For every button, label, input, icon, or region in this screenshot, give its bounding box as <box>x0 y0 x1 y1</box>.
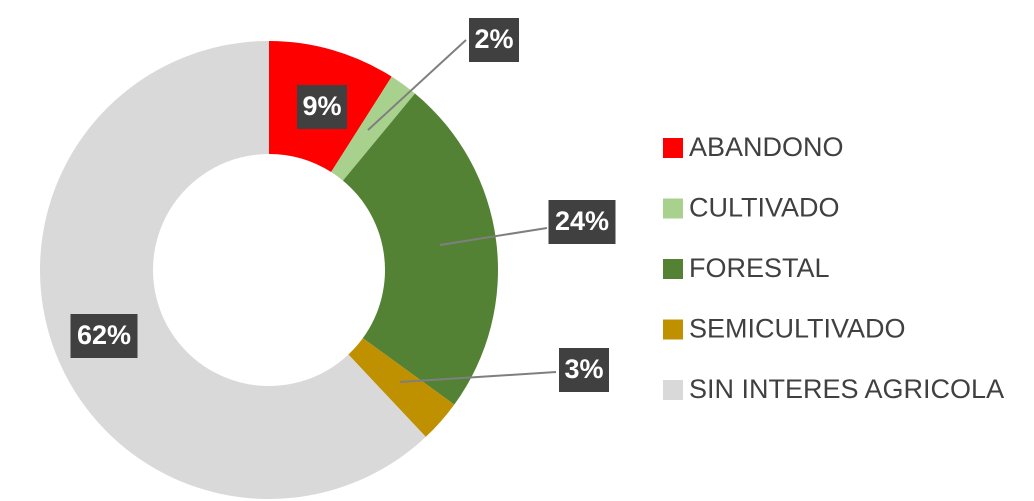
data-label: 3% <box>564 354 603 384</box>
legend-swatch <box>663 380 683 400</box>
donut-segment <box>331 76 415 181</box>
leader-line <box>399 371 557 383</box>
leader-line <box>367 39 467 131</box>
leader-line <box>439 227 548 246</box>
data-label: 62% <box>77 320 131 350</box>
legend-label: CULTIVADO <box>689 193 840 223</box>
legend-swatch <box>663 319 683 340</box>
label-box <box>559 348 609 392</box>
donut-segment <box>342 93 498 405</box>
data-label: 2% <box>474 24 513 54</box>
legend-label: SEMICULTIVADO <box>689 314 906 344</box>
data-label: 24% <box>555 206 609 236</box>
donut-segment <box>39 41 426 500</box>
legend-swatch <box>663 198 683 219</box>
label-box <box>469 18 519 62</box>
legend-label: ABANDONO <box>689 132 844 162</box>
legend-swatch <box>663 138 683 158</box>
label-box <box>297 85 347 129</box>
label-box <box>70 314 138 358</box>
legend-swatch <box>663 259 683 279</box>
data-label: 9% <box>302 91 341 121</box>
donut-segment <box>348 338 455 437</box>
legend-label: FORESTAL <box>689 253 830 283</box>
legend-label: SIN INTERES AGRICOLA <box>689 374 1004 404</box>
label-box <box>548 200 616 244</box>
